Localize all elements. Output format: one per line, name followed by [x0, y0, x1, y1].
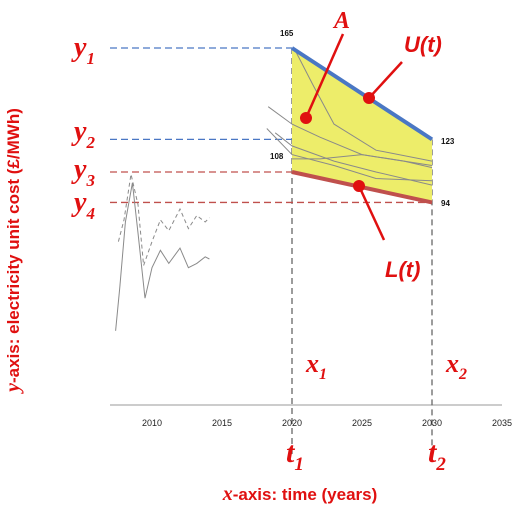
x-axis-title: x-axis: time (years): [222, 483, 378, 505]
history-line-1: [115, 182, 210, 331]
x-tick-label-2010: 2010: [142, 418, 162, 428]
y-level-label-2: y2: [71, 116, 95, 152]
projection-line-3: [274, 132, 433, 186]
region-label-a: A: [332, 8, 350, 34]
upper-bound-label: U(t): [404, 32, 442, 57]
value-label-165: 165: [280, 29, 294, 38]
upper-bound-line: [290, 46, 434, 142]
pointer-dot-a: [300, 112, 312, 124]
pointer-dot-u: [363, 92, 375, 104]
history-line-2: [117, 174, 210, 266]
pointer-line-u: [368, 61, 403, 99]
projection-line-5: [292, 154, 433, 169]
x-tick-label-2035: 2035: [492, 418, 512, 428]
pointer-dot-l: [353, 180, 365, 192]
x-marker-label-1: x1: [305, 349, 327, 383]
projection-line-4: [295, 52, 433, 162]
t-marker-label-1: t1: [286, 436, 304, 475]
value-label-123: 123: [441, 137, 455, 146]
x-tick-label-2015: 2015: [212, 418, 232, 428]
x-marker-label-2: x2: [445, 349, 467, 383]
y-level-label-1: y1: [71, 32, 95, 68]
t-marker-label-2: t2: [428, 436, 446, 475]
y-axis-title: y-axis: electricity unit cost (£/MWh): [2, 108, 24, 394]
x-tick-label-2030: 2030: [422, 418, 442, 428]
value-label-94: 94: [441, 199, 450, 208]
projection-line-2: [266, 128, 433, 182]
x-tick-label-2025: 2025: [352, 418, 372, 428]
x-tick-label-2020: 2020: [282, 418, 302, 428]
y-level-label-3: y3: [71, 154, 95, 190]
pointer-line-l: [357, 185, 386, 241]
y-level-label-4: y4: [71, 187, 95, 223]
lower-bound-label: L(t): [385, 257, 420, 282]
pointer-line-a: [304, 33, 345, 119]
value-label-108: 108: [270, 152, 284, 161]
